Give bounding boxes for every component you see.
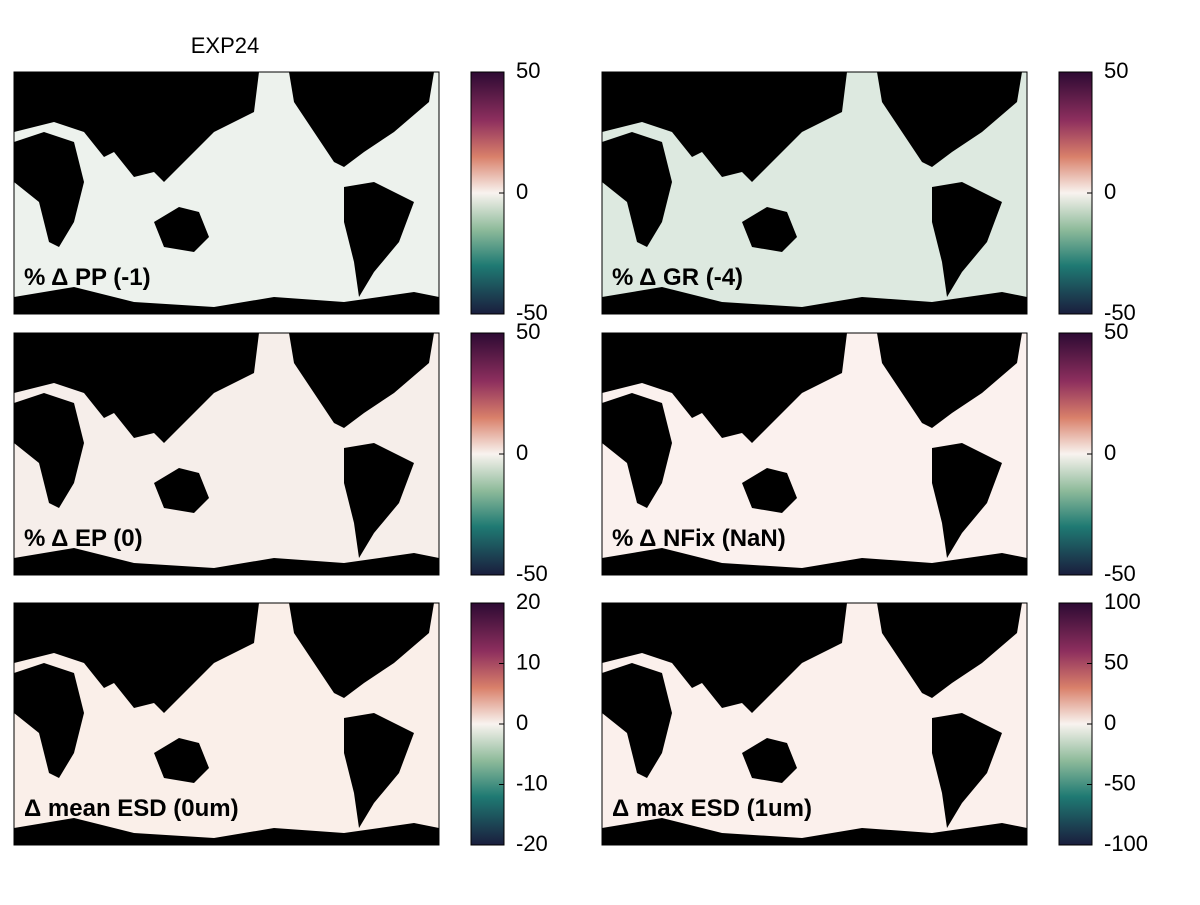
colorbar-tick-label: 50 — [516, 58, 540, 83]
map-frame — [13, 332, 440, 576]
map-frame — [601, 71, 1028, 315]
colorbar — [470, 71, 505, 315]
colorbar — [1058, 332, 1093, 576]
panel-label: Δ max ESD (1um) — [612, 795, 812, 822]
colorbar-tick-label: 0 — [1104, 710, 1116, 735]
colorbar-tick-label: 0 — [516, 440, 528, 465]
map-frame — [13, 71, 440, 315]
panel-label: % Δ NFix (NaN) — [612, 525, 786, 552]
colorbar-tick-label: -100 — [1104, 831, 1148, 856]
colorbar-tick-label: 50 — [1104, 58, 1128, 83]
panel-label: % Δ EP (0) — [24, 525, 143, 552]
colorbar — [1058, 71, 1093, 315]
colorbar-tick-label: 20 — [516, 589, 540, 614]
figure-title: EXP24 — [191, 33, 260, 58]
colorbar — [470, 602, 505, 846]
panel-label: % Δ PP (-1) — [24, 264, 151, 291]
colorbar-tick-label: 50 — [516, 319, 540, 344]
panel-label: % Δ GR (-4) — [612, 264, 743, 291]
colorbar-tick-label: 10 — [516, 649, 540, 674]
colorbar — [1058, 602, 1093, 846]
colorbar-tick-label: -50 — [1104, 770, 1136, 795]
colorbar-tick-label: 0 — [1104, 179, 1116, 204]
colorbar-tick-label: -50 — [516, 300, 548, 325]
panel-label: Δ mean ESD (0um) — [24, 795, 239, 822]
colorbar-tick-label: 0 — [1104, 440, 1116, 465]
colorbar-tick-label: 0 — [516, 179, 528, 204]
colorbar-tick-label: 0 — [516, 710, 528, 735]
map-frame — [13, 602, 440, 846]
colorbar-tick-label: 100 — [1104, 589, 1141, 614]
colorbar-tick-label: -50 — [1104, 300, 1136, 325]
colorbar-tick-label: -10 — [516, 770, 548, 795]
colorbar-tick-label: 50 — [1104, 649, 1128, 674]
colorbar-tick-label: -20 — [516, 831, 548, 856]
colorbar-tick-label: -50 — [1104, 561, 1136, 586]
colorbar-tick-label: 50 — [1104, 319, 1128, 344]
colorbar-tick-label: -50 — [516, 561, 548, 586]
colorbar — [470, 332, 505, 576]
map-frame — [601, 602, 1028, 846]
map-frame — [601, 332, 1028, 576]
